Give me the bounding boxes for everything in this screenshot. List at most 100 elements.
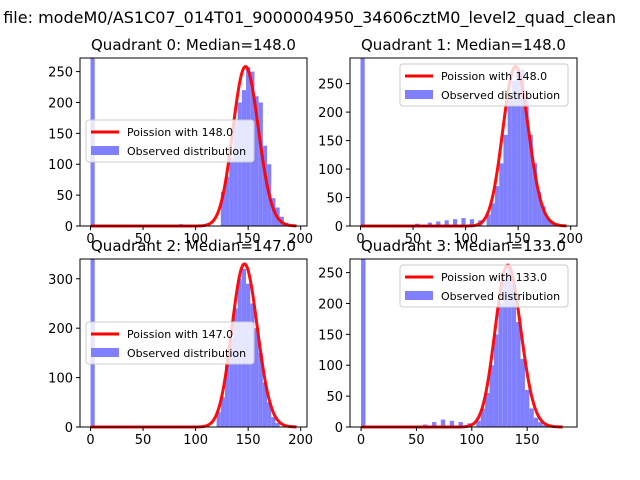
legend-entry-observed: Observed distribution bbox=[127, 347, 246, 360]
legend: Poission with 147.0 Observed distribution bbox=[85, 321, 255, 365]
legend-entry-observed: Observed distribution bbox=[441, 290, 560, 303]
subplot-3: 0 50 100 150 0 50 100 150 200 250 Quadrant 3: Medi… bbox=[318, 237, 578, 448]
histogram-bar bbox=[498, 303, 503, 427]
histogram-bar bbox=[528, 134, 533, 226]
histogram-bar bbox=[502, 278, 508, 427]
histogram-bar bbox=[254, 96, 259, 226]
y-tick-label: 250 bbox=[318, 78, 343, 93]
histogram-bar bbox=[469, 219, 475, 226]
axes-frame bbox=[349, 57, 578, 227]
subplot-title: Quadrant 1: Median=148.0 bbox=[361, 36, 566, 54]
legend: Poission with 133.0 Observed distribution bbox=[399, 264, 569, 308]
histogram-bar bbox=[495, 186, 500, 226]
subplot-title: Quadrant 2: Median=147.0 bbox=[91, 237, 296, 255]
y-tick-label: 0 bbox=[65, 220, 73, 235]
y-tick-label: 150 bbox=[318, 135, 343, 150]
histogram-bar bbox=[444, 220, 449, 226]
y-tick-label: 150 bbox=[48, 127, 73, 142]
y-tick-label: 0 bbox=[65, 421, 73, 436]
histogram-bar bbox=[486, 214, 491, 226]
legend: Poission with 148.0 Observed distribution bbox=[85, 119, 255, 163]
y-tick-label: 50 bbox=[326, 390, 343, 405]
x-tick-label: 50 bbox=[408, 433, 425, 448]
histogram-bar bbox=[542, 425, 548, 427]
figure-suptitle: n file: modeM0/AS1C07_014T01_9000004950_… bbox=[0, 8, 616, 27]
legend-entry-observed: Observed distribution bbox=[441, 89, 560, 102]
subplot-title: Quadrant 0: Median=148.0 bbox=[91, 36, 296, 54]
x-tick-label: 150 bbox=[236, 232, 261, 247]
x-tick-label: 100 bbox=[183, 232, 208, 247]
legend-box bbox=[399, 264, 569, 308]
axes-frame bbox=[349, 258, 578, 428]
histogram-bar bbox=[220, 397, 226, 427]
x-tick-label: 100 bbox=[453, 232, 478, 247]
histogram-bar bbox=[233, 308, 238, 427]
y-tick-label: 100 bbox=[48, 372, 73, 387]
histogram-bar bbox=[229, 338, 234, 427]
y-tick-label: 150 bbox=[318, 328, 343, 343]
legend-bar-swatch bbox=[91, 146, 119, 155]
histogram-bar bbox=[520, 69, 525, 226]
histogram-bar bbox=[431, 422, 437, 427]
y-tick-label: 200 bbox=[318, 106, 343, 121]
y-tick-label: 200 bbox=[48, 322, 73, 337]
histogram-bar bbox=[507, 266, 512, 427]
y-tick-label: 200 bbox=[48, 96, 73, 111]
histogram-bar bbox=[489, 365, 494, 427]
histogram-bar bbox=[250, 303, 255, 427]
legend-box bbox=[85, 321, 255, 365]
histogram-bar bbox=[258, 102, 263, 226]
histogram-bar bbox=[216, 412, 221, 427]
legend-entry-poisson: Poission with 148.0 bbox=[441, 70, 547, 83]
x-tick-label: 50 bbox=[405, 232, 422, 247]
axes-frame bbox=[79, 57, 308, 227]
subplot-2: 0 50 100 150 200 0 100 200 300 Quadrant 2: Median… bbox=[48, 237, 313, 448]
histogram-bar bbox=[225, 176, 230, 226]
histogram-bar bbox=[461, 218, 466, 226]
histogram-bar bbox=[524, 95, 529, 226]
subplot-0: 0 50 100 150 200 0 50 100 150 200 250 Quadrant 0: M… bbox=[48, 36, 313, 247]
x-tick-label: 0 bbox=[86, 232, 94, 247]
y-tick-label: 100 bbox=[318, 359, 343, 374]
legend-bar-swatch bbox=[405, 291, 433, 300]
histogram-bar bbox=[271, 417, 276, 427]
legend-bar-swatch bbox=[91, 348, 119, 357]
legend-entry-observed: Observed distribution bbox=[127, 145, 246, 158]
x-tick-label: 0 bbox=[86, 433, 94, 448]
x-tick-label: 0 bbox=[356, 232, 364, 247]
histogram-bar bbox=[237, 102, 242, 226]
histogram-bar bbox=[537, 191, 542, 226]
y-tick-label: 0 bbox=[335, 220, 343, 235]
x-tick-label: 200 bbox=[288, 433, 313, 448]
y-tick-label: 100 bbox=[48, 158, 73, 173]
x-tick-label: 150 bbox=[236, 433, 261, 448]
y-tick-label: 250 bbox=[48, 66, 73, 81]
histogram-bar bbox=[436, 221, 441, 226]
histogram-bar bbox=[449, 420, 455, 427]
y-tick-label: 250 bbox=[318, 267, 343, 282]
subplot-title: Quadrant 3: Median=133.0 bbox=[361, 237, 566, 255]
legend-entry-poisson: Poission with 148.0 bbox=[127, 126, 233, 139]
histogram-bar bbox=[545, 217, 550, 226]
x-tick-label: 50 bbox=[135, 232, 152, 247]
histogram-bar bbox=[427, 222, 432, 226]
y-tick-label: 50 bbox=[56, 189, 73, 204]
histogram-bar bbox=[516, 72, 521, 226]
histogram-bar bbox=[520, 359, 525, 427]
y-tick-label: 50 bbox=[326, 192, 343, 207]
histogram-bar bbox=[503, 134, 508, 226]
histogram-bar bbox=[524, 389, 530, 427]
histogram-bar bbox=[220, 192, 226, 226]
histogram-bar bbox=[499, 163, 504, 226]
x-tick-label: 150 bbox=[515, 433, 540, 448]
histogram-bar bbox=[225, 362, 230, 427]
histogram-bar bbox=[532, 163, 538, 226]
histogram-bar bbox=[262, 145, 268, 226]
histogram-bar bbox=[361, 259, 366, 427]
subplot-1: 0 50 100 150 200 0 50 100 150 200 250 Quadrant 1: M… bbox=[318, 36, 583, 247]
y-tick-label: 200 bbox=[318, 297, 343, 312]
histogram-bar bbox=[485, 393, 490, 427]
histogram-bar bbox=[254, 328, 259, 427]
histogram-bar bbox=[541, 206, 546, 226]
